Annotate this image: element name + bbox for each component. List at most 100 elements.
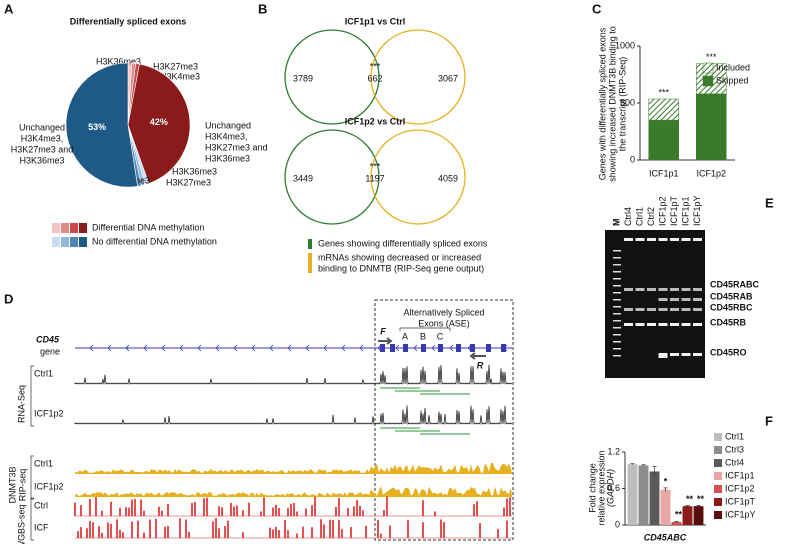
venn-count: 3789 bbox=[293, 73, 313, 83]
pie-slice bbox=[65, 62, 138, 188]
strand-arrow bbox=[125, 344, 130, 352]
y-label-line: (GAPDH) bbox=[605, 469, 615, 507]
exon bbox=[470, 344, 475, 352]
methylation-track bbox=[77, 518, 508, 538]
venn-circle bbox=[370, 129, 466, 225]
gene-name: CD45 bbox=[36, 334, 60, 344]
y-label-line: Fold change bbox=[587, 463, 597, 513]
bar bbox=[638, 465, 649, 525]
error-bar bbox=[652, 466, 657, 477]
group-bracket bbox=[30, 497, 34, 541]
significance: *** bbox=[370, 61, 381, 71]
slice-label: H3K36me3 bbox=[19, 155, 64, 165]
strand-arrow bbox=[215, 344, 220, 352]
legend-label: ICF1p2 bbox=[725, 483, 755, 493]
strand-arrow bbox=[107, 344, 112, 352]
strand-arrow bbox=[197, 344, 202, 352]
y-tick-label: 1.2 bbox=[607, 446, 620, 456]
gel-band bbox=[613, 271, 621, 273]
panel-letter: C bbox=[592, 1, 602, 16]
strand-arrow bbox=[251, 344, 256, 352]
gel-band bbox=[613, 299, 621, 301]
y-tick-label: 0 bbox=[615, 519, 620, 529]
junction-lines bbox=[380, 427, 470, 435]
gel-band bbox=[635, 323, 645, 326]
gel-band bbox=[670, 308, 679, 311]
venn-title: ICF1p2 vs Ctrl bbox=[345, 116, 406, 126]
legend-swatch bbox=[714, 433, 722, 441]
slice-label: H3K4me3, bbox=[205, 131, 248, 141]
gel-band bbox=[670, 298, 679, 301]
panel-letter: E bbox=[765, 195, 774, 210]
bar bbox=[693, 506, 704, 525]
ase-title: Exons (ASE) bbox=[418, 318, 470, 328]
coverage-track bbox=[74, 364, 513, 385]
lane-label: Ctrl1 bbox=[634, 207, 644, 226]
band-label: CD45RABC bbox=[710, 279, 760, 289]
significance: ** bbox=[686, 494, 694, 504]
track-label: ICF1p2 bbox=[34, 408, 64, 418]
coverage-track bbox=[74, 405, 513, 425]
y-tick-label: 1000 bbox=[615, 40, 635, 50]
lane-label: ICF1pY bbox=[692, 195, 702, 226]
x-tick-label: ICF1p1 bbox=[649, 168, 679, 178]
legend-label: No differential DNA methylation bbox=[92, 236, 217, 246]
gel-band bbox=[624, 288, 633, 291]
exon bbox=[501, 344, 506, 352]
error-bar bbox=[663, 487, 668, 492]
exon bbox=[456, 344, 461, 352]
gel-band bbox=[613, 292, 621, 294]
significance: *** bbox=[706, 52, 717, 62]
strand-arrow bbox=[413, 344, 418, 352]
venn-count: 3449 bbox=[293, 173, 313, 183]
venn-count: 1197 bbox=[365, 173, 384, 183]
gel-band bbox=[613, 250, 621, 252]
gel-band bbox=[613, 327, 621, 329]
legend-swatch bbox=[308, 239, 312, 249]
y-label-line: Genes with differentially spliced exons bbox=[597, 27, 607, 180]
y-label-line: relative expression bbox=[596, 450, 606, 525]
ase-title: Alternatively Spliced bbox=[403, 307, 484, 317]
primer-arrow bbox=[378, 337, 393, 345]
venn-count: 3067 bbox=[438, 73, 458, 83]
error-bar bbox=[630, 463, 635, 465]
gel-band bbox=[613, 264, 621, 266]
strand-arrow bbox=[269, 344, 274, 352]
gel-band bbox=[647, 288, 656, 291]
significance: ** bbox=[697, 494, 705, 504]
legend-label: mRNAs showing decreased or increased bbox=[318, 252, 481, 262]
track-label: Ctrl bbox=[34, 500, 48, 510]
strand-arrow bbox=[395, 344, 400, 352]
legend-label: Ctrl1 bbox=[725, 431, 744, 441]
gel-band bbox=[681, 308, 691, 311]
gel-band bbox=[693, 298, 702, 301]
slice-label: H3K4me3 bbox=[160, 71, 200, 81]
legend-swatch bbox=[70, 223, 78, 233]
gel-band bbox=[613, 313, 621, 315]
y-axis-label: Fold change relative expression (GAPDH) bbox=[587, 450, 615, 525]
band-label: CD45RBC bbox=[710, 302, 753, 312]
gel-band bbox=[681, 298, 691, 301]
gel-band bbox=[658, 238, 668, 241]
panel-letter: D bbox=[4, 291, 13, 306]
legend-swatch bbox=[714, 485, 722, 493]
slice-label: H3K36me3 bbox=[96, 56, 141, 66]
lane-label: Ctrl2 bbox=[646, 207, 656, 226]
gel-band bbox=[658, 298, 668, 301]
lane-label: ICF1p2 bbox=[657, 196, 667, 226]
gel-band bbox=[681, 238, 691, 241]
gel-band bbox=[647, 238, 656, 241]
group-label-line: RNA-Seq bbox=[16, 385, 26, 423]
slice-label: H3K4me3, bbox=[21, 133, 64, 143]
gel-band bbox=[613, 278, 621, 280]
bar-segment bbox=[648, 119, 679, 161]
gel-band bbox=[613, 306, 621, 308]
strand-arrow bbox=[449, 344, 454, 352]
lane-label: M bbox=[611, 219, 621, 227]
group-label: DNMT3B RIP-seq bbox=[7, 466, 27, 503]
gel-band bbox=[635, 308, 645, 311]
legend-swatch bbox=[702, 62, 714, 74]
strand-arrow bbox=[305, 344, 310, 352]
exon-label: B bbox=[420, 331, 426, 341]
legend-label: ICF1pT bbox=[725, 496, 756, 506]
